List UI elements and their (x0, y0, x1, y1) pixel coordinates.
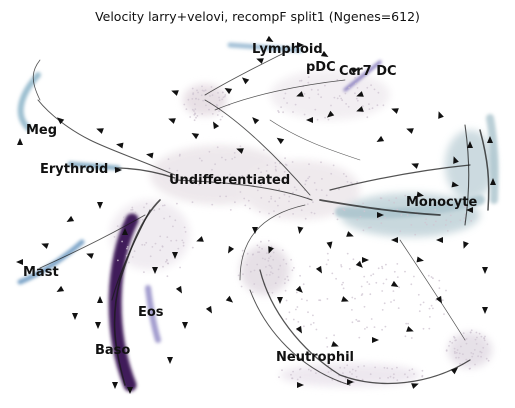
velocity-arrow (331, 341, 340, 349)
velocity-arrow (277, 297, 283, 304)
cluster-label-monocyte: Monocyte (406, 195, 477, 210)
streamline (400, 240, 465, 340)
velocity-arrow (252, 227, 258, 234)
velocity-arrow (390, 106, 399, 114)
velocity-arrow (17, 138, 23, 145)
velocity-arrow (436, 110, 444, 119)
cluster-label-eos: Eos (138, 305, 164, 320)
velocity-arrow (372, 337, 379, 343)
cluster-label-erythroid: Erythroid (40, 162, 108, 177)
velocity-arrow (250, 115, 259, 124)
velocity-arrow (410, 161, 419, 169)
cluster-label-mast: Mast (23, 265, 59, 280)
velocity-arrow (341, 296, 350, 304)
velocity-arrow (97, 202, 103, 209)
velocity-arrow (176, 286, 185, 295)
velocity-arrow (95, 126, 104, 134)
velocity-arrow (152, 267, 158, 274)
velocity-arrow (112, 382, 118, 389)
velocity-arrow (316, 266, 325, 275)
velocity-arrow (16, 259, 23, 265)
cluster-label-baso: Baso (95, 343, 130, 358)
velocity-arrow (206, 306, 215, 315)
velocity-arrow (167, 116, 176, 124)
velocity-arrow (327, 242, 334, 250)
velocity-arrow (346, 231, 355, 239)
velocity-arrow (461, 241, 469, 250)
cluster-label-neutrophil: Neutrophil (276, 350, 354, 365)
velocity-arrow (296, 286, 305, 295)
velocity-arrow (436, 237, 443, 243)
velocity-arrow (55, 286, 64, 295)
velocity-arrow (182, 322, 188, 329)
velocity-arrow (375, 136, 384, 145)
velocity-arrow (405, 126, 414, 134)
velocity-arrow (482, 267, 488, 274)
velocity-arrow (240, 75, 249, 84)
velocity-arrow (146, 151, 154, 158)
velocity-arrow (210, 120, 219, 129)
velocity-arrow (362, 257, 369, 263)
velocity-arrow (72, 313, 78, 320)
velocity-arrow (170, 88, 179, 96)
velocity-arrow (65, 216, 74, 225)
cluster-label-undifferentiated: Undifferentiated (169, 173, 290, 188)
velocity-arrow (296, 227, 303, 235)
velocity-arrow (85, 251, 94, 259)
velocity-arrow (97, 296, 103, 303)
velocity-arrow (391, 237, 398, 243)
velocity-arrow (225, 246, 234, 255)
velocity-arrow (391, 281, 400, 290)
cluster-label-meg: Meg (26, 123, 57, 138)
cluster-label-pdc: pDC (306, 60, 336, 75)
velocity-arrow (95, 322, 101, 329)
cluster-label-lymphoid: Lymphoid (252, 42, 323, 57)
velocity-arrow (406, 326, 415, 334)
velocity-arrow (190, 130, 199, 139)
velocity-arrow (226, 296, 235, 305)
velocity-arrow (255, 56, 264, 64)
velocity-arrow (417, 257, 425, 264)
velocity-arrow (195, 236, 204, 244)
velocity-arrow (116, 141, 124, 148)
velocity-arrow (275, 135, 284, 144)
cluster-label-ccr7-dc: Ccr7 DC (339, 64, 397, 79)
velocity-arrow (167, 357, 173, 364)
velocity-arrow (40, 241, 49, 249)
velocity-arrow (482, 307, 488, 314)
